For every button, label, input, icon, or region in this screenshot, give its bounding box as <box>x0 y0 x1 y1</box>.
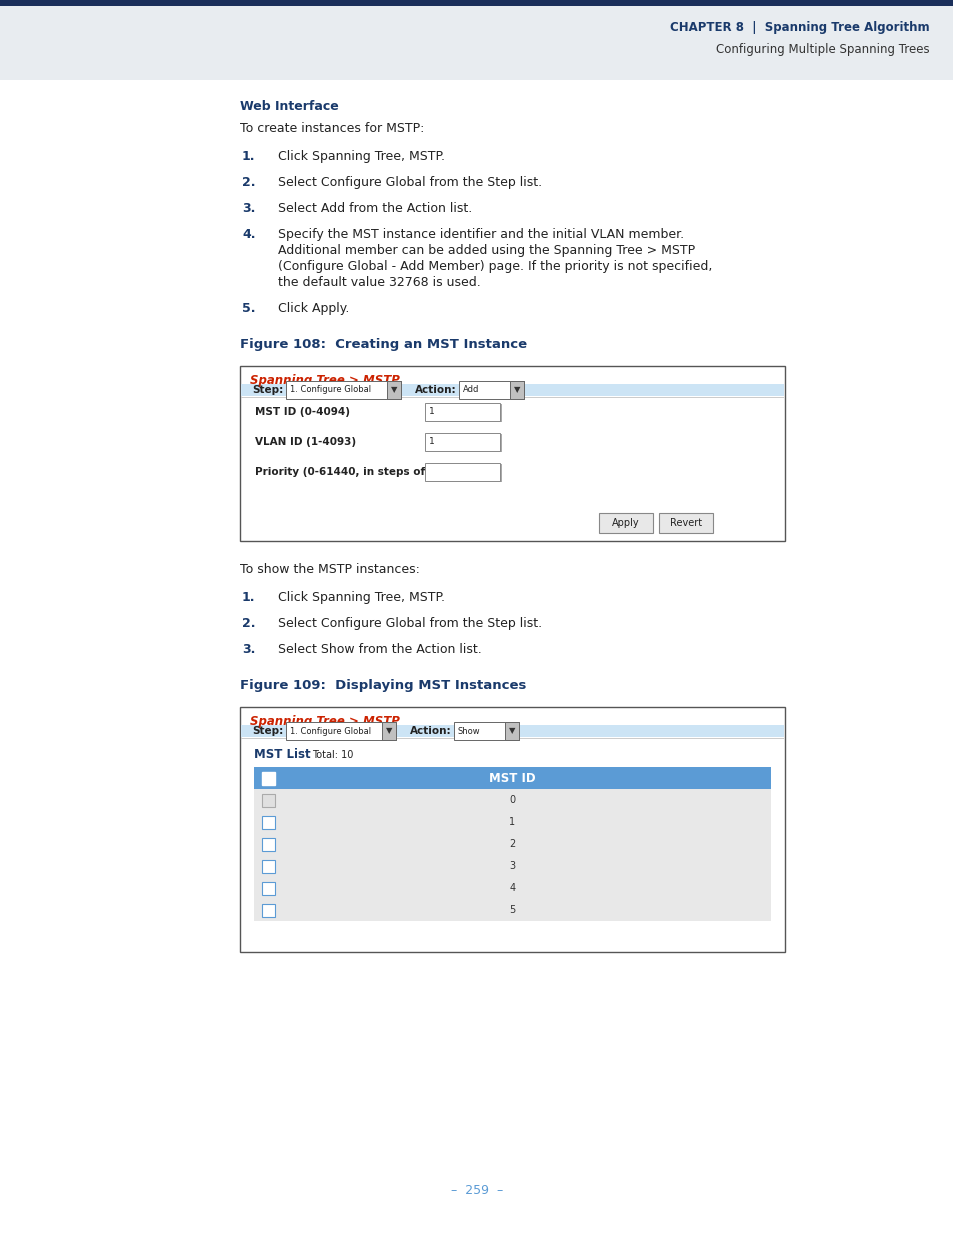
Bar <box>253 832 770 855</box>
Text: 3: 3 <box>509 861 515 871</box>
Text: –  259  –: – 259 – <box>451 1183 502 1197</box>
Text: 1. Configure Global: 1. Configure Global <box>290 726 371 736</box>
Bar <box>427 404 501 422</box>
Text: 5.: 5. <box>242 303 255 315</box>
Text: To show the MSTP instances:: To show the MSTP instances: <box>240 563 419 576</box>
Bar <box>253 899 770 921</box>
Bar <box>262 882 274 894</box>
Bar <box>262 815 274 829</box>
Text: 2.: 2. <box>242 618 255 630</box>
Text: Select Add from the Action list.: Select Add from the Action list. <box>277 203 472 215</box>
Text: Configuring Multiple Spanning Trees: Configuring Multiple Spanning Trees <box>716 43 929 57</box>
Bar <box>0 0 953 80</box>
Bar <box>253 767 770 789</box>
Text: Spanning Tree > MSTP: Spanning Tree > MSTP <box>250 374 399 387</box>
Text: Show: Show <box>457 726 480 736</box>
Bar <box>241 725 783 737</box>
Text: Apply: Apply <box>612 517 639 529</box>
FancyBboxPatch shape <box>659 513 712 534</box>
Bar <box>427 464 501 482</box>
Text: (Configure Global - Add Member) page. If the priority is not specified,: (Configure Global - Add Member) page. If… <box>277 261 712 273</box>
Text: ▼: ▼ <box>385 726 392 736</box>
Text: 2: 2 <box>509 839 515 848</box>
Bar <box>253 877 770 899</box>
Text: Web Interface: Web Interface <box>240 100 338 112</box>
Text: CHAPTER 8  |  Spanning Tree Algorithm: CHAPTER 8 | Spanning Tree Algorithm <box>670 21 929 35</box>
Bar <box>253 789 770 811</box>
Text: 4: 4 <box>509 883 515 893</box>
Text: Add: Add <box>462 385 478 394</box>
Text: MST ID: MST ID <box>489 772 536 784</box>
Bar <box>262 837 274 851</box>
FancyBboxPatch shape <box>598 513 652 534</box>
Text: ▼: ▼ <box>508 726 515 736</box>
Bar <box>381 722 395 740</box>
Bar <box>241 384 783 396</box>
Text: 3.: 3. <box>242 643 255 656</box>
Bar <box>458 382 523 399</box>
Text: Figure 108:  Creating an MST Instance: Figure 108: Creating an MST Instance <box>240 338 527 351</box>
Text: Select Show from the Action list.: Select Show from the Action list. <box>277 643 481 656</box>
Bar <box>424 433 499 451</box>
Bar <box>253 811 770 832</box>
Bar <box>454 722 518 740</box>
Text: the default value 32768 is used.: the default value 32768 is used. <box>277 275 480 289</box>
Text: Figure 109:  Displaying MST Instances: Figure 109: Displaying MST Instances <box>240 679 526 692</box>
Bar <box>240 366 784 541</box>
Text: 5: 5 <box>509 905 515 915</box>
Bar <box>424 403 499 421</box>
Text: Additional member can be added using the Spanning Tree > MSTP: Additional member can be added using the… <box>277 245 695 257</box>
Text: MST ID (0-4094): MST ID (0-4094) <box>254 408 350 417</box>
Bar <box>427 433 501 452</box>
Text: Click Spanning Tree, MSTP.: Click Spanning Tree, MSTP. <box>277 592 444 604</box>
Text: 0: 0 <box>509 795 515 805</box>
Text: ▼: ▼ <box>391 385 396 394</box>
Bar <box>286 382 400 399</box>
Bar <box>262 904 274 916</box>
Text: Click Spanning Tree, MSTP.: Click Spanning Tree, MSTP. <box>277 149 444 163</box>
Text: Action:: Action: <box>415 385 456 395</box>
Bar <box>262 860 274 872</box>
Text: 1: 1 <box>429 437 435 447</box>
Text: Step:: Step: <box>252 385 283 395</box>
Text: Select Configure Global from the Step list.: Select Configure Global from the Step li… <box>277 618 541 630</box>
Text: Click Apply.: Click Apply. <box>277 303 349 315</box>
Bar <box>424 463 499 480</box>
Text: 1.: 1. <box>242 592 255 604</box>
Bar <box>253 855 770 877</box>
Text: Action:: Action: <box>410 726 451 736</box>
Text: 1: 1 <box>429 408 435 416</box>
Text: Specify the MST instance identifier and the initial VLAN member.: Specify the MST instance identifier and … <box>277 228 683 241</box>
Bar <box>286 722 395 740</box>
Text: Total: 10: Total: 10 <box>312 750 353 760</box>
Text: 4.: 4. <box>242 228 255 241</box>
Bar <box>510 382 523 399</box>
Text: 2.: 2. <box>242 177 255 189</box>
Text: Revert: Revert <box>669 517 701 529</box>
Text: 1. Configure Global: 1. Configure Global <box>290 385 371 394</box>
Text: Select Configure Global from the Step list.: Select Configure Global from the Step li… <box>277 177 541 189</box>
Text: 3.: 3. <box>242 203 255 215</box>
Text: To create instances for MSTP:: To create instances for MSTP: <box>240 122 424 135</box>
Text: 1: 1 <box>509 818 515 827</box>
Bar <box>240 706 784 952</box>
Text: MST List: MST List <box>253 748 311 762</box>
Bar <box>262 794 274 806</box>
Bar <box>387 382 400 399</box>
Bar <box>262 772 274 784</box>
Text: Spanning Tree > MSTP: Spanning Tree > MSTP <box>250 715 399 727</box>
Text: Step:: Step: <box>252 726 283 736</box>
Text: ▼: ▼ <box>514 385 519 394</box>
Text: Priority (0-61440, in steps of 4096): Priority (0-61440, in steps of 4096) <box>254 467 462 477</box>
Text: 1.: 1. <box>242 149 255 163</box>
Text: VLAN ID (1-4093): VLAN ID (1-4093) <box>254 437 355 447</box>
Bar <box>0 0 953 6</box>
Bar <box>504 722 518 740</box>
